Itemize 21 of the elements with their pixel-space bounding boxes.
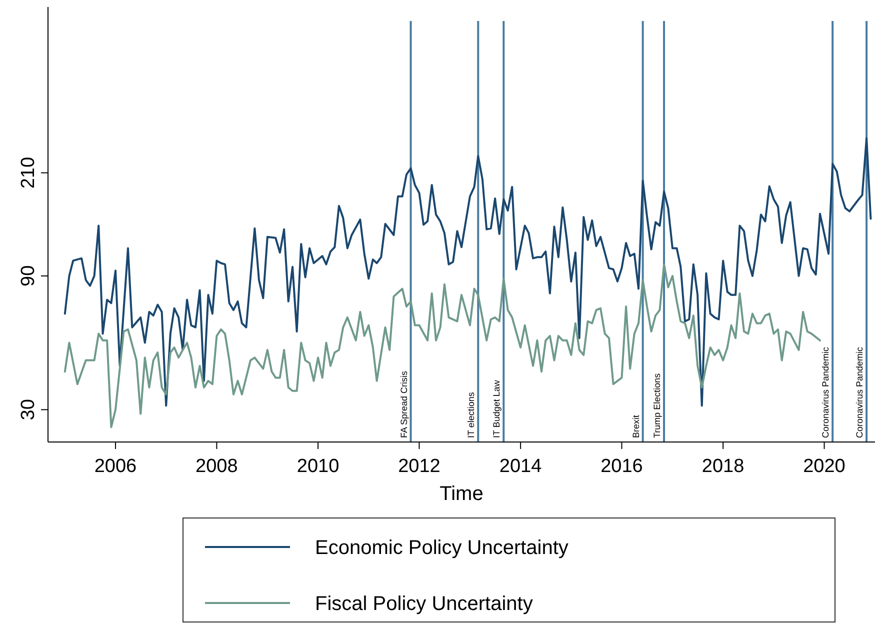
x-tick-label: 2012 (398, 456, 440, 477)
ref-line-label: FA Spread Crisis (398, 370, 409, 438)
y-tick-label: 210 (18, 156, 39, 189)
x-axis-title: Time (440, 483, 484, 505)
legend-label: Fiscal Policy Uncertainty (315, 593, 533, 615)
x-tick-label: 2010 (296, 456, 340, 477)
ref-line-label: Coronavirus Pandemic (820, 346, 831, 438)
y-tick-label: 90 (18, 265, 39, 287)
ref-line-label: Brexit (630, 414, 641, 438)
x-tick-label: 2016 (600, 456, 643, 477)
x-tick-label: 2008 (196, 456, 238, 477)
ref-line-label: IT elections (466, 392, 476, 438)
x-tick-label: 2006 (94, 456, 137, 477)
y-tick-label: 30 (18, 399, 39, 420)
legend-label: Economic Policy Uncertainty (315, 537, 568, 559)
ref-line-label: Trump Elections (652, 372, 662, 438)
ref-line-label: IT Budget Law (492, 380, 502, 438)
x-tick-label: 2020 (803, 456, 846, 477)
ref-line-label: Coronavirus Pandemic (854, 346, 865, 438)
x-tick-label: 2014 (499, 456, 542, 477)
x-tick-label: 2018 (702, 456, 744, 477)
